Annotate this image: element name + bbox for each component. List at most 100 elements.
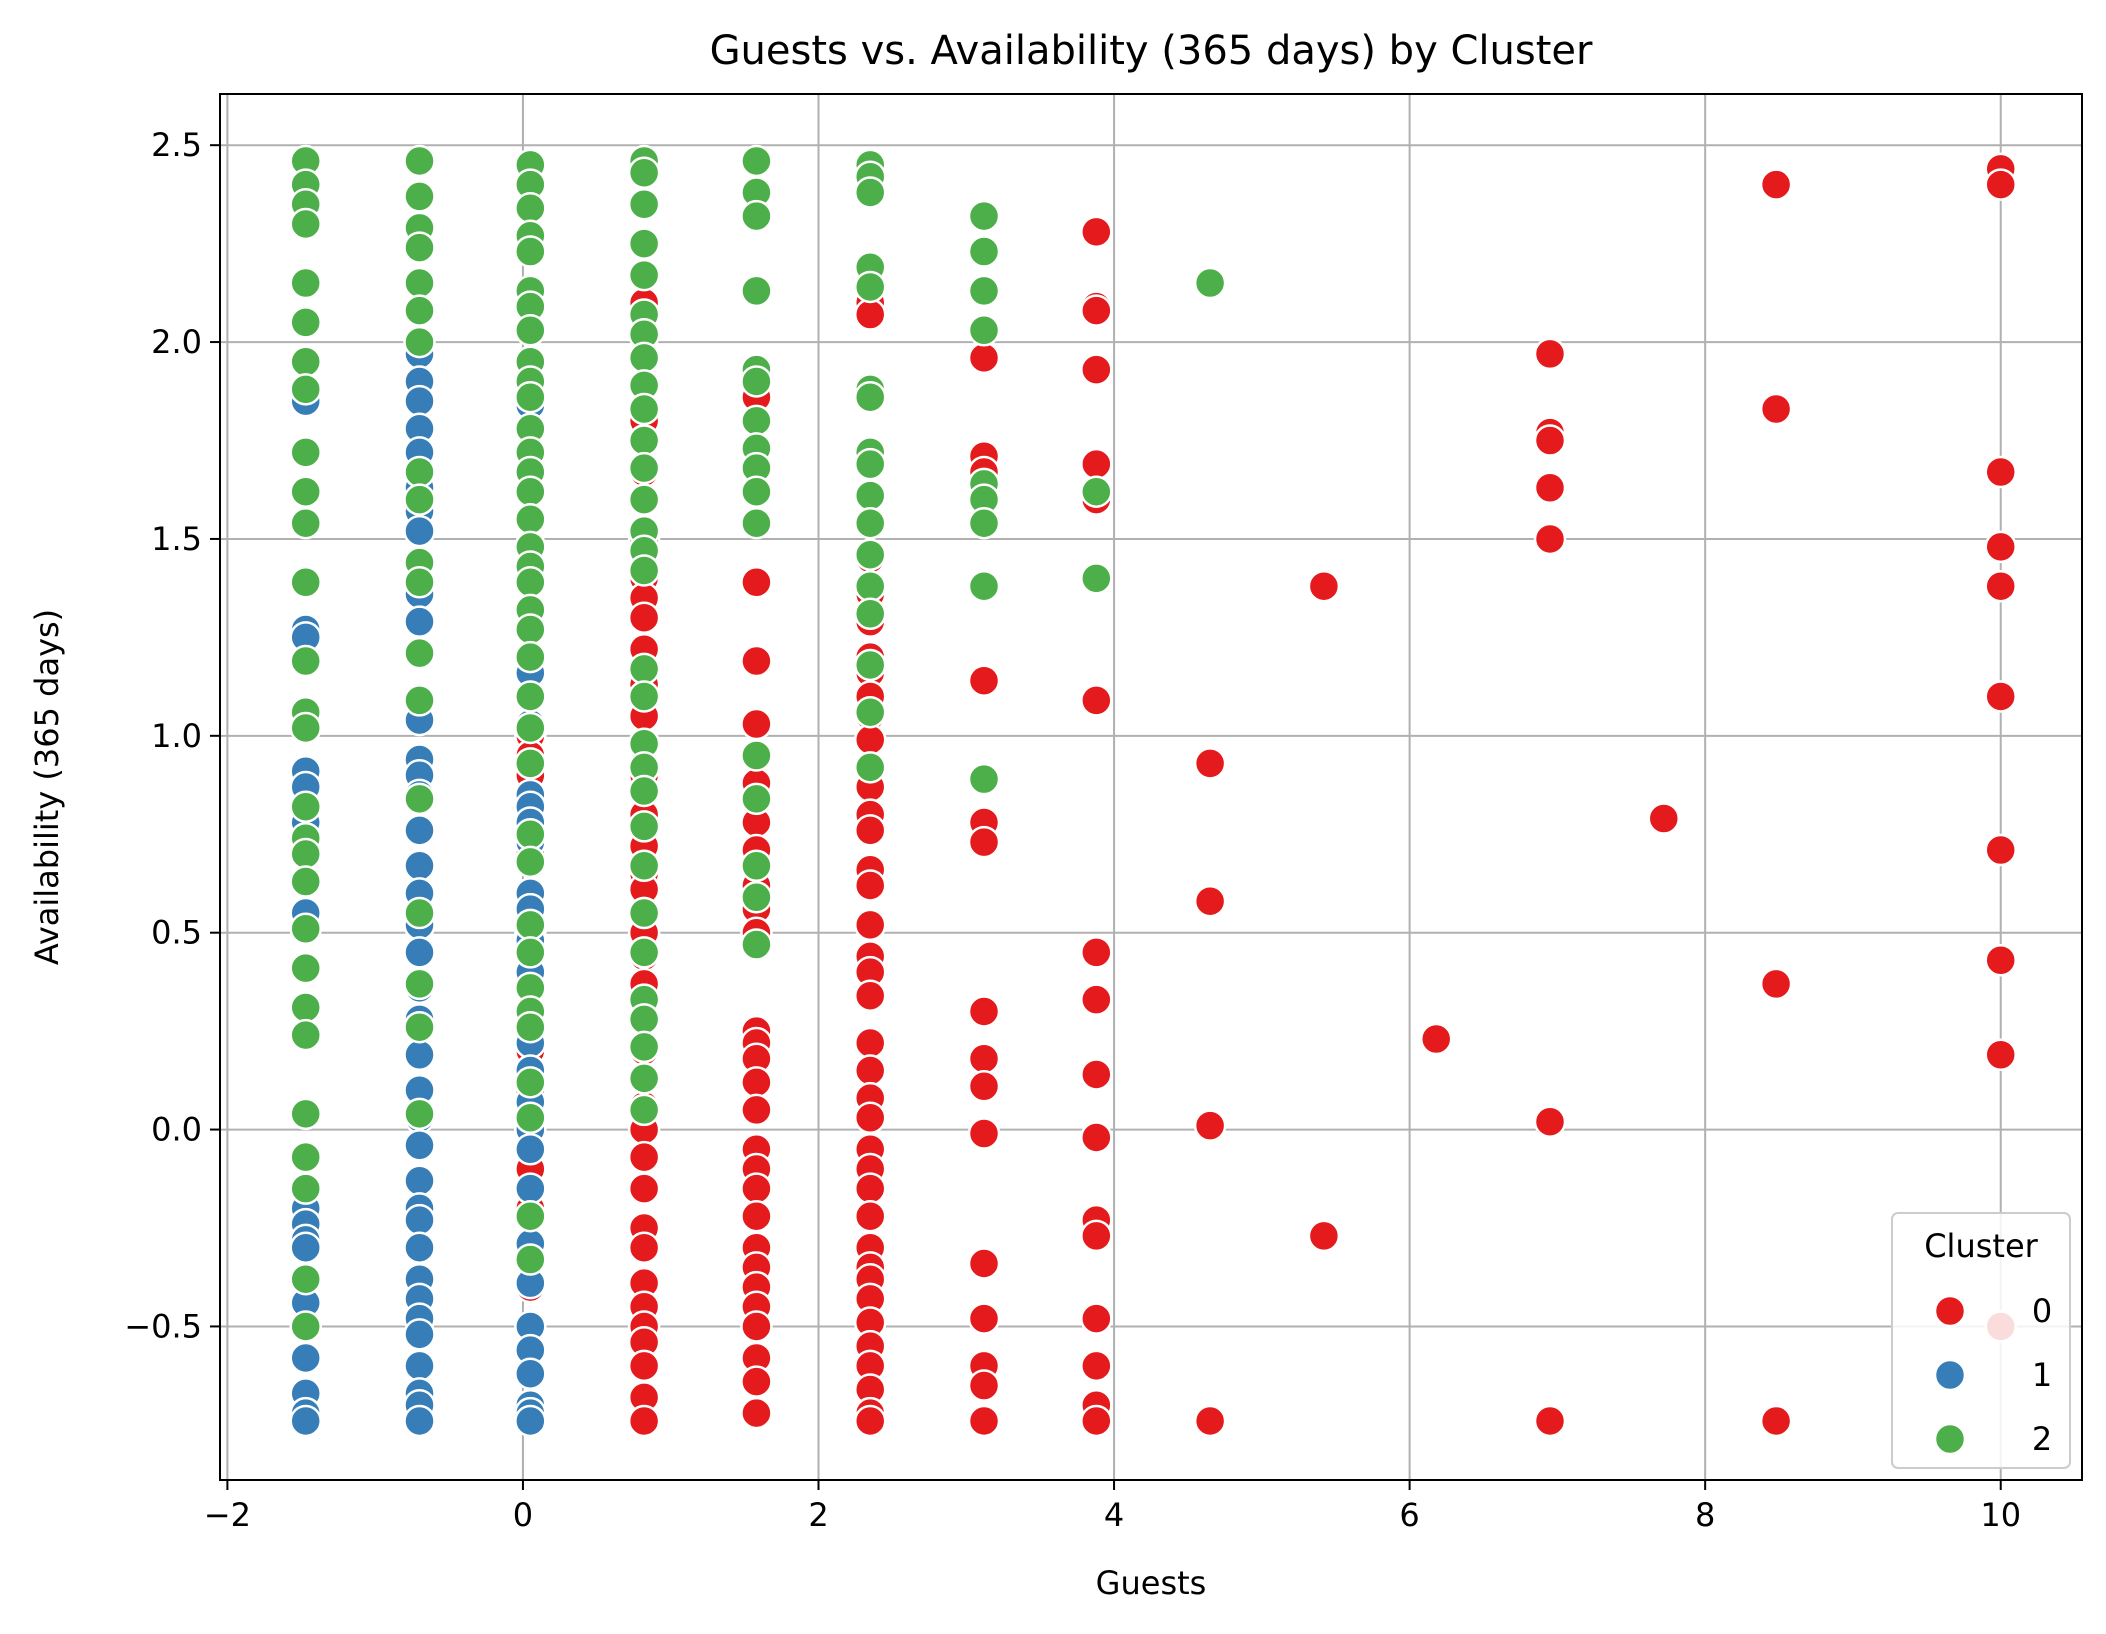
point-cluster-2 bbox=[514, 613, 547, 646]
legend-label: 1 bbox=[2032, 1356, 2052, 1394]
point-cluster-2 bbox=[853, 597, 887, 630]
legend: Cluster 0 1 2 bbox=[1891, 1212, 2071, 1469]
point-cluster-1 bbox=[403, 936, 436, 969]
point-cluster-0 bbox=[1307, 569, 1341, 603]
point-cluster-0 bbox=[740, 1172, 773, 1205]
point-cluster-2 bbox=[514, 845, 547, 879]
point-cluster-2 bbox=[403, 566, 436, 599]
point-cluster-2 bbox=[627, 1030, 661, 1064]
point-cluster-0 bbox=[1419, 1022, 1453, 1056]
point-cluster-0 bbox=[853, 908, 887, 942]
y-tick-label: 1.0 bbox=[151, 717, 202, 755]
point-cluster-0 bbox=[967, 1070, 1001, 1103]
x-tick-label: 0 bbox=[513, 1496, 533, 1534]
point-cluster-0 bbox=[853, 1404, 887, 1438]
point-cluster-2 bbox=[740, 881, 773, 914]
x-axis-label: Guests bbox=[1096, 1564, 1207, 1602]
point-cluster-2 bbox=[514, 936, 547, 969]
point-cluster-2 bbox=[289, 373, 322, 406]
point-cluster-0 bbox=[967, 1042, 1001, 1075]
point-cluster-2 bbox=[289, 951, 322, 985]
y-tick-label: 2.0 bbox=[151, 323, 202, 361]
point-cluster-2 bbox=[1080, 475, 1113, 508]
legend-title: Cluster bbox=[1924, 1227, 2038, 1265]
chart-title: Guests vs. Availability (365 days) by Cl… bbox=[710, 28, 1593, 74]
point-cluster-2 bbox=[514, 191, 547, 225]
point-cluster-2 bbox=[627, 1062, 661, 1095]
point-cluster-0 bbox=[967, 1247, 1001, 1280]
point-cluster-0 bbox=[853, 1199, 887, 1233]
point-cluster-2 bbox=[514, 235, 547, 268]
y-tick-label: 0.5 bbox=[151, 914, 202, 952]
point-cluster-0 bbox=[1984, 944, 2017, 977]
point-cluster-1 bbox=[289, 1341, 322, 1375]
point-cluster-0 bbox=[740, 1093, 773, 1127]
point-cluster-0 bbox=[1080, 1121, 1113, 1154]
legend-entries: 0 1 2 bbox=[1933, 1292, 2052, 1458]
point-cluster-0 bbox=[1533, 424, 1567, 457]
point-cluster-2 bbox=[740, 404, 773, 438]
point-cluster-2 bbox=[514, 566, 547, 599]
point-cluster-2 bbox=[289, 865, 322, 898]
point-cluster-0 bbox=[853, 723, 887, 756]
point-cluster-2 bbox=[627, 680, 661, 713]
point-cluster-0 bbox=[1533, 337, 1567, 371]
point-cluster-2 bbox=[403, 782, 436, 816]
point-cluster-2 bbox=[514, 711, 547, 745]
x-tick-label: 6 bbox=[1399, 1496, 1419, 1534]
point-cluster-2 bbox=[627, 451, 661, 485]
point-cluster-2 bbox=[627, 896, 661, 930]
point-cluster-0 bbox=[853, 869, 887, 902]
point-cluster-0 bbox=[1647, 802, 1681, 835]
point-cluster-0 bbox=[740, 1066, 773, 1099]
point-cluster-0 bbox=[740, 1365, 773, 1398]
point-cluster-0 bbox=[1984, 168, 2017, 201]
point-cluster-0 bbox=[967, 995, 1001, 1028]
point-cluster-2 bbox=[289, 306, 322, 339]
point-cluster-0 bbox=[1193, 1109, 1227, 1142]
y-tick-label: −0.5 bbox=[124, 1307, 202, 1345]
point-cluster-0 bbox=[1759, 392, 1793, 426]
point-cluster-2 bbox=[289, 790, 322, 823]
point-cluster-2 bbox=[740, 199, 773, 233]
point-cluster-2 bbox=[289, 506, 322, 540]
point-cluster-1 bbox=[403, 384, 436, 418]
point-cluster-0 bbox=[1533, 522, 1567, 556]
point-cluster-1 bbox=[403, 1318, 436, 1351]
point-cluster-2 bbox=[740, 475, 773, 508]
point-cluster-0 bbox=[967, 1117, 1001, 1150]
point-cluster-2 bbox=[514, 908, 547, 942]
point-cluster-0 bbox=[1984, 833, 2017, 867]
point-cluster-0 bbox=[1080, 353, 1113, 386]
point-cluster-0 bbox=[853, 1026, 887, 1060]
point-cluster-0 bbox=[967, 1404, 1001, 1438]
point-cluster-2 bbox=[627, 392, 661, 426]
point-cluster-0 bbox=[1307, 1219, 1341, 1253]
point-cluster-2 bbox=[403, 144, 436, 178]
point-cluster-0 bbox=[853, 1054, 887, 1087]
point-cluster-2 bbox=[740, 739, 773, 772]
point-cluster-1 bbox=[403, 849, 436, 882]
point-cluster-2 bbox=[627, 188, 661, 221]
point-cluster-0 bbox=[1533, 1404, 1567, 1438]
point-cluster-2 bbox=[740, 849, 773, 882]
point-cluster-2 bbox=[627, 652, 661, 686]
point-cluster-1 bbox=[403, 514, 436, 548]
x-tick-label: −2 bbox=[204, 1496, 251, 1534]
point-cluster-0 bbox=[1080, 1349, 1113, 1383]
point-cluster-0 bbox=[1080, 1404, 1113, 1438]
point-cluster-0 bbox=[1533, 471, 1567, 504]
point-cluster-2 bbox=[627, 810, 661, 843]
point-cluster-2 bbox=[403, 231, 436, 264]
point-cluster-2 bbox=[514, 818, 547, 851]
y-tick-label: 2.5 bbox=[151, 126, 202, 164]
point-cluster-0 bbox=[853, 1172, 887, 1205]
point-cluster-1 bbox=[289, 1231, 322, 1264]
point-cluster-2 bbox=[289, 991, 322, 1024]
y-tick-label: 1.5 bbox=[151, 520, 202, 558]
point-cluster-1 bbox=[289, 1404, 322, 1438]
point-cluster-2 bbox=[403, 455, 436, 489]
point-cluster-2 bbox=[289, 207, 322, 241]
point-cluster-2 bbox=[403, 896, 436, 930]
legend-marker-0 bbox=[1933, 1294, 1967, 1328]
